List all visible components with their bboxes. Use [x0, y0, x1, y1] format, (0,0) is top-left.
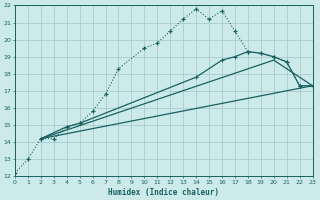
X-axis label: Humidex (Indice chaleur): Humidex (Indice chaleur) [108, 188, 219, 197]
